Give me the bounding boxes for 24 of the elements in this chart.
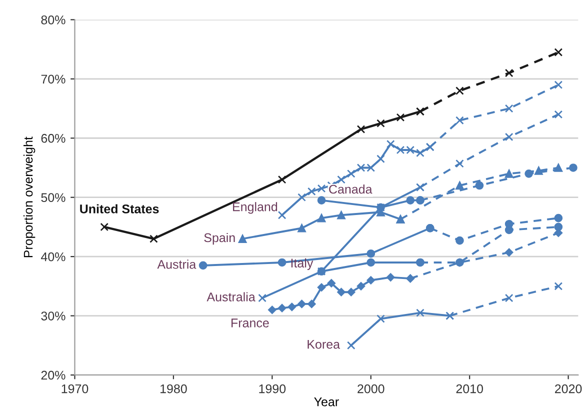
x-tick-label: 1980 bbox=[160, 384, 187, 394]
y-tick-label: 60% bbox=[41, 134, 66, 143]
y-tick-label: 70% bbox=[41, 74, 66, 84]
series-label: Korea bbox=[308, 340, 340, 349]
series-label: France bbox=[232, 318, 269, 328]
y-tick-label: 30% bbox=[41, 312, 66, 320]
x-axis-title: Year bbox=[314, 398, 339, 406]
series-label: Austria bbox=[157, 260, 196, 269]
series-label: Australia bbox=[206, 292, 256, 302]
y-tick-label: 40% bbox=[40, 252, 66, 262]
y-tick-label: 20% bbox=[41, 370, 66, 380]
series-label: England bbox=[233, 202, 278, 214]
x-tick-label: 1970 bbox=[62, 384, 88, 394]
series-label: Spain bbox=[204, 232, 235, 245]
series-label: United States bbox=[80, 204, 159, 214]
y-axis-title: Proportion overweight bbox=[24, 136, 36, 258]
series-label: Canada bbox=[329, 184, 372, 194]
x-tick-label: 2010 bbox=[456, 384, 483, 394]
x-tick-label: 2000 bbox=[358, 384, 384, 394]
series-label: Italy bbox=[291, 258, 314, 270]
y-tick-label: 80% bbox=[41, 15, 66, 24]
x-tick-label: 2020 bbox=[555, 384, 582, 394]
x-tick-label: 1990 bbox=[259, 384, 286, 394]
y-tick-label: 50% bbox=[41, 193, 66, 202]
